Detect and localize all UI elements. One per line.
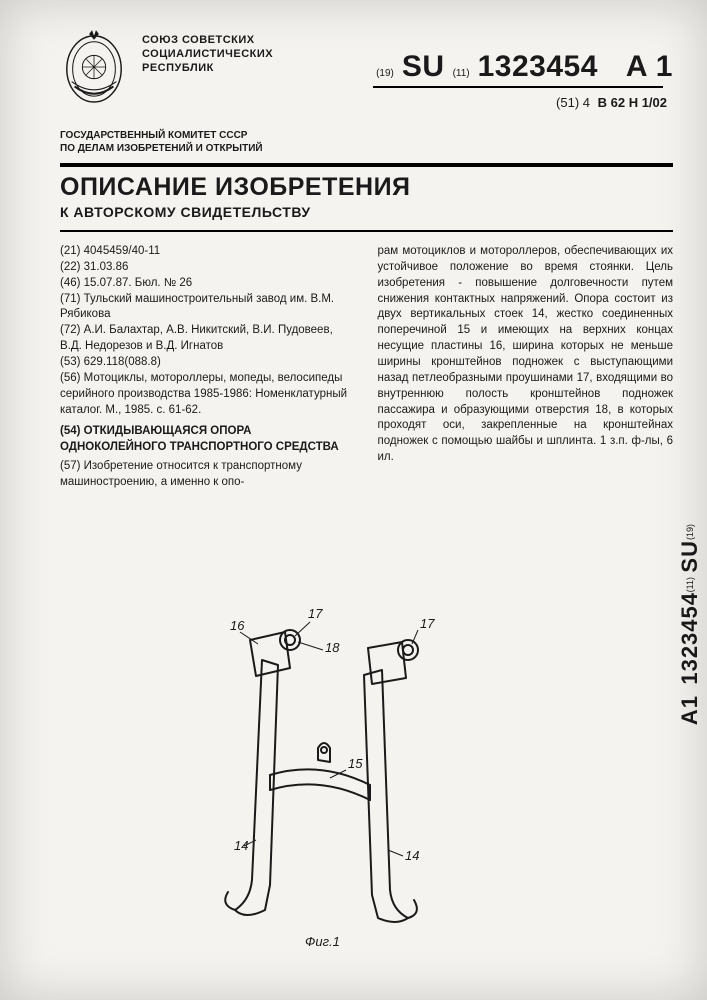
callout-14b: 14 xyxy=(405,848,419,863)
side-kind-code: A1 xyxy=(677,695,703,725)
field-72: (72) А.И. Балахтар, А.В. Никитский, В.И.… xyxy=(60,323,356,355)
field-46: (46) 15.07.87. Бюл. № 26 xyxy=(60,276,356,292)
callout-16: 16 xyxy=(230,618,245,633)
thin-rule xyxy=(60,230,673,232)
side-country-code: SU xyxy=(677,540,703,573)
biblio-right-column: рам мотоциклов и мотороллеров, обеспечив… xyxy=(378,244,674,491)
field-53: (53) 629.118(088.8) xyxy=(60,355,356,371)
field-22: (22) 31.03.86 xyxy=(60,260,356,276)
number-prefix: (11) xyxy=(453,68,470,79)
bibliographic-block: (21) 4045459/40-11 (22) 31.03.86 (46) 15… xyxy=(60,244,673,491)
country-code: SU xyxy=(402,50,445,84)
classification: (51) 4 B 62 H 1/02 xyxy=(556,95,667,110)
pubnum-underline xyxy=(373,86,663,88)
side-patent-number: 1323454 xyxy=(677,592,703,685)
abstract-text: рам мотоциклов и мотороллеров, обеспечив… xyxy=(378,244,674,466)
side-num-prefix: (11) xyxy=(685,577,695,592)
kind-code: A 1 xyxy=(626,50,673,84)
header-text-block: СОЮЗ СОВЕТСКИХ СОЦИАЛИСТИЧЕСКИХ РЕСПУБЛИ… xyxy=(142,28,362,75)
figure-1: 16 17 17 18 15 14 14 xyxy=(190,600,480,945)
document-title: ОПИСАНИЕ ИЗОБРЕТЕНИЯ xyxy=(60,173,673,202)
thick-rule xyxy=(60,163,673,167)
union-label: СОЮЗ СОВЕТСКИХ СОЦИАЛИСТИЧЕСКИХ РЕСПУБЛИ… xyxy=(142,34,362,75)
field-54: (54) ОТКИДЫВАЮЩАЯСЯ ОПОРА ОДНОКОЛЕЙНОГО … xyxy=(60,424,356,455)
classification-code: B 62 H 1/02 xyxy=(598,95,667,110)
figure-label: Фиг.1 xyxy=(305,934,340,949)
field-56: (56) Мотоциклы, мотороллеры, мопеды, вел… xyxy=(60,371,356,419)
committee-label: ГОСУДАРСТВЕННЫЙ КОМИТЕТ СССР ПО ДЕЛАМ ИЗ… xyxy=(60,129,673,155)
country-prefix: (19) xyxy=(376,68,394,79)
document-subtitle: К АВТОРСКОМУ СВИДЕТЕЛЬСТВУ xyxy=(60,204,673,220)
classification-prefix: (51) 4 xyxy=(556,95,590,110)
ussr-emblem xyxy=(60,28,128,111)
side-publication-strip: (19) SU (11) 1323454 A1 xyxy=(679,520,701,950)
field-57-start: (57) Изобретение относится к транспортно… xyxy=(60,459,356,491)
callout-17b: 17 xyxy=(420,616,435,631)
callout-18: 18 xyxy=(325,640,340,655)
side-cc-prefix: (19) xyxy=(685,524,695,540)
callout-17a: 17 xyxy=(308,606,323,621)
field-71: (71) Тульский машиностроительный завод и… xyxy=(60,292,356,324)
callout-15: 15 xyxy=(348,756,363,771)
patent-number: 1323454 xyxy=(478,50,598,84)
field-21: (21) 4045459/40-11 xyxy=(60,244,356,260)
publication-number: (19) SU (11) 1323454 A 1 xyxy=(376,28,673,84)
callout-14a: 14 xyxy=(234,838,248,853)
biblio-left-column: (21) 4045459/40-11 (22) 31.03.86 (46) 15… xyxy=(60,244,356,491)
